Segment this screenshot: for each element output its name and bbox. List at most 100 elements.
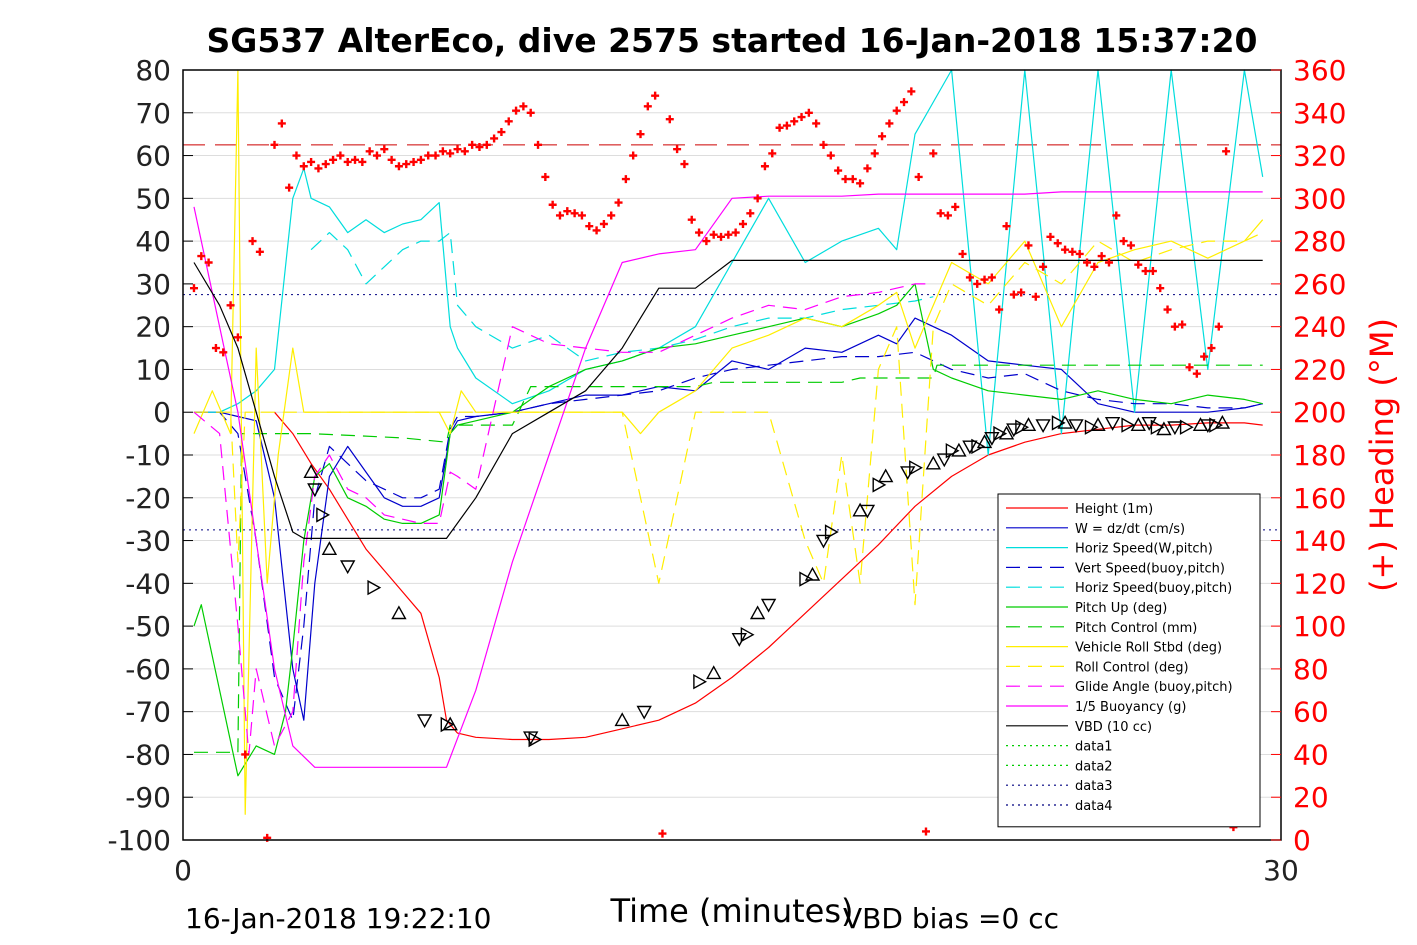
legend-label: Roll Control (deg) bbox=[1075, 660, 1189, 675]
depth-marker bbox=[391, 605, 407, 620]
legend-label: Vehicle Roll Stbd (deg) bbox=[1075, 641, 1222, 656]
heading-point bbox=[636, 130, 645, 139]
heading-point bbox=[555, 211, 564, 220]
depth-marker bbox=[1020, 417, 1037, 431]
legend-label: Horiz Speed(buoy,pitch) bbox=[1075, 581, 1232, 596]
footer-vbd-bias: VBD bias =0 cc bbox=[843, 902, 1059, 935]
heading-point bbox=[446, 149, 455, 158]
heading-point bbox=[900, 98, 909, 107]
heading-point bbox=[856, 179, 865, 188]
heading-point bbox=[321, 160, 330, 169]
heading-point bbox=[1104, 258, 1113, 267]
legend-label: Pitch Control (mm) bbox=[1075, 621, 1197, 636]
heading-point bbox=[731, 228, 740, 237]
heading-point bbox=[658, 829, 667, 838]
heading-point bbox=[431, 151, 440, 160]
depth-marker bbox=[804, 566, 821, 581]
depth-marker bbox=[760, 598, 777, 613]
heading-point bbox=[607, 211, 616, 220]
heading-point bbox=[241, 750, 250, 759]
depth-markers bbox=[303, 414, 1231, 748]
heading-point bbox=[460, 147, 469, 156]
heading-point bbox=[797, 113, 806, 122]
heading-point bbox=[614, 198, 623, 207]
heading-point bbox=[233, 333, 242, 342]
heading-point bbox=[497, 128, 506, 137]
heading-point bbox=[519, 102, 528, 111]
y-tick-label: -80 bbox=[125, 738, 171, 771]
y-right-tick-label: 160 bbox=[1293, 482, 1346, 515]
heading-point bbox=[570, 209, 579, 218]
depth-marker bbox=[962, 440, 978, 455]
depth-marker bbox=[859, 504, 876, 519]
depth-marker bbox=[936, 453, 952, 468]
heading-point bbox=[841, 175, 850, 184]
legend-label: 1/5 Buoyancy (g) bbox=[1075, 700, 1186, 715]
depth-marker bbox=[815, 534, 832, 549]
depth-marker bbox=[440, 716, 455, 733]
legend-label: data3 bbox=[1075, 779, 1113, 794]
y-right-tick-label: 0 bbox=[1293, 824, 1311, 857]
heading-point bbox=[724, 230, 733, 239]
heading-point bbox=[1024, 241, 1033, 250]
y-right-tick-label: 180 bbox=[1293, 439, 1346, 472]
heading-point bbox=[394, 162, 403, 171]
depth-marker bbox=[1200, 419, 1216, 434]
x-tick-label: 0 bbox=[174, 854, 192, 887]
heading-point bbox=[709, 230, 718, 239]
heading-point bbox=[299, 162, 308, 171]
series-line bbox=[194, 351, 1263, 721]
legend-label: data1 bbox=[1075, 740, 1113, 755]
depth-marker bbox=[523, 731, 539, 746]
y-tick-label: -90 bbox=[125, 781, 171, 814]
depth-marker bbox=[340, 560, 356, 575]
right-y-ticks: 3603403203002802602402202001801601401201… bbox=[1271, 54, 1346, 857]
x-tick-label: 30 bbox=[1263, 854, 1299, 887]
depth-marker bbox=[998, 425, 1015, 440]
heading-point bbox=[929, 149, 938, 158]
heading-point bbox=[189, 284, 198, 293]
y-right-tick-label: 360 bbox=[1293, 54, 1346, 87]
y-tick-label: 50 bbox=[135, 182, 171, 215]
y-right-tick-label: 80 bbox=[1293, 653, 1329, 686]
heading-points bbox=[189, 87, 1238, 842]
heading-point bbox=[973, 279, 982, 288]
heading-point bbox=[1068, 247, 1077, 256]
heading-point bbox=[1200, 352, 1209, 361]
depth-marker bbox=[1006, 423, 1022, 438]
heading-point bbox=[834, 166, 843, 175]
depth-marker bbox=[1068, 419, 1084, 434]
legend: Height (1m) W = dz/dt (cm/s) Horiz Speed(W… bbox=[997, 493, 1261, 828]
series-line bbox=[193, 259, 1263, 540]
y-tick-label: -40 bbox=[125, 567, 171, 600]
heading-point bbox=[504, 117, 513, 126]
heading-point bbox=[563, 207, 572, 216]
heading-point bbox=[1097, 252, 1106, 261]
depth-marker bbox=[614, 712, 630, 727]
heading-point bbox=[329, 155, 338, 164]
heading-point bbox=[1031, 292, 1040, 301]
depth-marker bbox=[1150, 419, 1165, 435]
legend-label: Height (1m) bbox=[1075, 502, 1153, 517]
heading-point bbox=[738, 220, 747, 228]
heading-point bbox=[1126, 241, 1135, 250]
depth-marker bbox=[878, 468, 894, 483]
series-line bbox=[310, 232, 934, 362]
heading-point bbox=[358, 157, 367, 166]
heading-point bbox=[599, 220, 608, 228]
depth-marker bbox=[1156, 421, 1172, 436]
y-tick-label: -60 bbox=[125, 653, 171, 686]
series-line bbox=[193, 283, 934, 756]
heading-point bbox=[760, 162, 769, 171]
y-right-tick-label: 240 bbox=[1293, 311, 1346, 344]
heading-point bbox=[936, 209, 945, 218]
depth-marker bbox=[749, 605, 766, 620]
heading-point bbox=[343, 157, 352, 166]
heading-point bbox=[1148, 267, 1157, 276]
depth-marker bbox=[1214, 414, 1231, 429]
heading-point bbox=[585, 222, 594, 231]
heading-point bbox=[1046, 232, 1055, 241]
heading-point bbox=[1017, 288, 1026, 297]
heading-point bbox=[687, 215, 696, 224]
heading-point bbox=[1039, 262, 1048, 271]
